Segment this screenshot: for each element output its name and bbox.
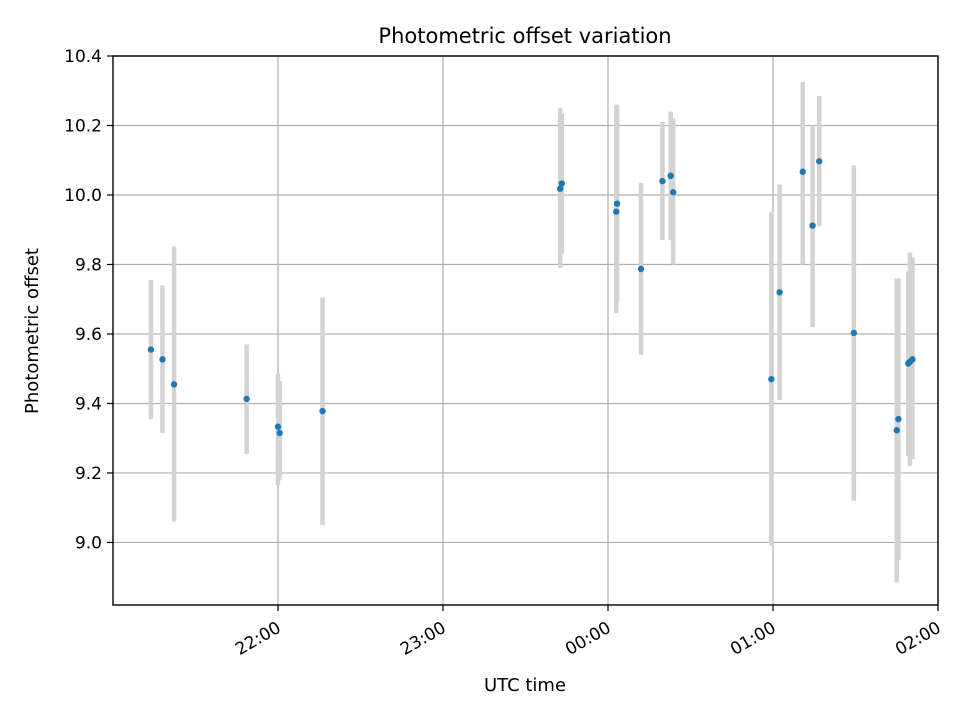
y-tick-label: 10.0: [64, 186, 102, 206]
data-point: [276, 429, 283, 437]
data-point: [669, 189, 677, 196]
y-tick-label: 9.2: [75, 464, 102, 484]
y-tick-label: 10.2: [64, 116, 102, 136]
x-axis-label: UTC time: [484, 675, 566, 696]
data-point: [667, 172, 674, 180]
data-point: [893, 427, 900, 434]
data-point: [170, 381, 178, 388]
y-tick-label: 9.8: [75, 255, 102, 275]
data-point: [558, 180, 565, 187]
data-point: [243, 395, 250, 403]
data-point: [613, 208, 620, 215]
y-tick-label: 10.4: [64, 47, 102, 67]
data-point: [147, 346, 155, 353]
y-tick-label: 9.0: [75, 533, 102, 553]
data-point: [895, 415, 902, 423]
data-point: [776, 289, 783, 296]
chart-title: Photometric offset variation: [378, 24, 671, 48]
data-point: [799, 168, 806, 175]
plot-frame: [112, 55, 939, 606]
data-point: [816, 158, 823, 165]
data-point: [556, 185, 564, 192]
y-axis-ticks: 9.0 9.2 9.4 9.6 9.8 10.0 10.2 10.4: [64, 47, 113, 553]
y-tick-label: 9.6: [75, 325, 102, 345]
y-axis-label: Photometric offset: [22, 248, 43, 414]
data-point: [809, 222, 816, 229]
data-point: [319, 407, 326, 415]
data-point: [768, 375, 775, 383]
data-point: [274, 423, 282, 430]
data-point: [159, 356, 166, 363]
data-points: [147, 158, 916, 437]
data-point: [637, 265, 645, 273]
data-point: [850, 329, 858, 337]
data-point: [613, 200, 621, 207]
data-point: [659, 177, 666, 185]
y-tick-label: 9.4: [75, 394, 102, 414]
data-point: [909, 356, 916, 363]
